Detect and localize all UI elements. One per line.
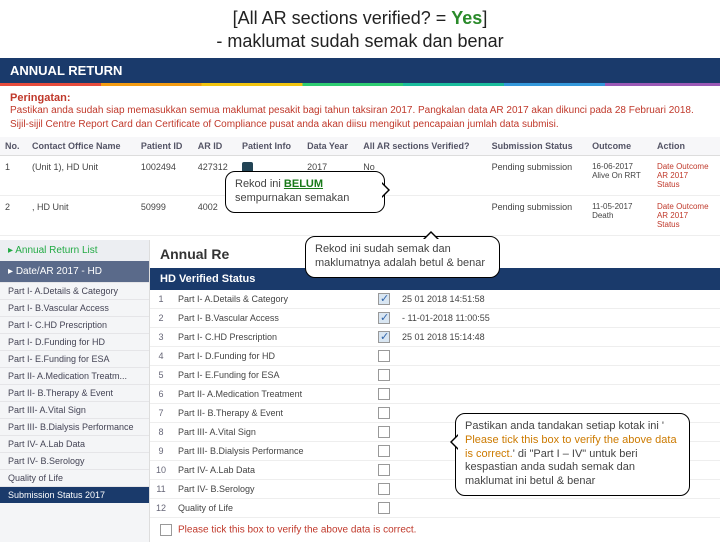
callout1-word: BELUM	[284, 178, 323, 190]
verify-row-checkbox[interactable]	[378, 483, 390, 495]
annual-return-header: ANNUAL RETURN	[0, 58, 720, 83]
callout3-p1: Pastikan anda tandakan setiap kotak ini …	[465, 420, 664, 432]
verif-row: 3Part I- C.HD Prescription25 01 2018 15:…	[150, 328, 720, 347]
verif-row: 6Part II- A.Medication Treatment	[150, 385, 720, 404]
link-date-outcome[interactable]: Date Outcome	[657, 162, 709, 171]
sidebar-item[interactable]: Quality of Life	[0, 469, 149, 486]
sidebar-item[interactable]: Part IV- A.Lab Data	[0, 435, 149, 452]
title-yes: Yes	[451, 8, 482, 28]
verify-row-checkbox[interactable]	[378, 369, 390, 381]
callout1-post: sempurnakan semakan	[235, 192, 349, 204]
side-head-1[interactable]: ▸ Annual Return List	[0, 240, 149, 261]
warning-title: Peringatan:	[10, 92, 710, 104]
col-header: Outcome	[587, 137, 652, 156]
warning-panel: Peringatan: Pastikan anda sudah siap mem…	[0, 86, 720, 137]
side-sub[interactable]: ▸ Date/AR 2017 - HD	[0, 261, 149, 282]
col-header: Data Year	[302, 137, 358, 156]
col-header: Patient Info	[237, 137, 302, 156]
col-header: AR ID	[193, 137, 237, 156]
col-header: Submission Status	[487, 137, 588, 156]
verify-row-checkbox[interactable]	[378, 331, 390, 343]
verif-row: 2Part I- B.Vascular Access- 11-01-2018 1…	[150, 309, 720, 328]
sidebar-item[interactable]: Part II- A.Medication Treatm...	[0, 367, 149, 384]
verify-row-checkbox[interactable]	[378, 388, 390, 400]
title-pre: [All AR sections verified? =	[233, 8, 452, 28]
content-area: Annual Re HD Verified Status 1Part I- A.…	[150, 240, 720, 542]
col-header: Action	[652, 137, 720, 156]
verify-row-checkbox[interactable]	[378, 426, 390, 438]
sidebar-item[interactable]: Part III- A.Vital Sign	[0, 401, 149, 418]
page-title: [All AR sections verified? = Yes]	[0, 0, 720, 31]
col-header: Patient ID	[136, 137, 193, 156]
verif-row: 4Part I- D.Funding for HD	[150, 347, 720, 366]
sidebar-item[interactable]: Part I- D.Funding for HD	[0, 333, 149, 350]
col-header: No.	[0, 137, 27, 156]
footer-text: Please tick this box to verify the above…	[178, 525, 416, 536]
col-header: All AR sections Verified?	[358, 137, 486, 156]
lower-panel: ▸ Annual Return List ▸ Date/AR 2017 - HD…	[0, 240, 720, 542]
callout-pastikan: Pastikan anda tandakan setiap kotak ini …	[455, 413, 690, 496]
sidebar: ▸ Annual Return List ▸ Date/AR 2017 - HD…	[0, 240, 150, 542]
callout-belum: Rekod ini BELUM sempurnakan semakan	[225, 171, 385, 213]
link-ar[interactable]: AR 2017	[657, 171, 688, 180]
callout-sudah: Rekod ini sudah semak dan maklumatnya ad…	[305, 236, 500, 278]
warning-text: Pastikan anda sudah siap memasukkan semu…	[10, 104, 710, 131]
verify-row-checkbox[interactable]	[378, 293, 390, 305]
link-date-outcome[interactable]: Date Outcome	[657, 202, 709, 211]
sidebar-item[interactable]: Part I- B.Vascular Access	[0, 299, 149, 316]
sidebar-item[interactable]: Part IV- B.Serology	[0, 452, 149, 469]
page-subtitle: - maklumat sudah semak dan benar	[0, 31, 720, 52]
sidebar-item[interactable]: Part I- A.Details & Category	[0, 282, 149, 299]
verif-row: 12Quality of Life	[150, 499, 720, 518]
sidebar-item[interactable]: Part I- C.HD Prescription	[0, 316, 149, 333]
sidebar-item[interactable]: Part II- B.Therapy & Event	[0, 384, 149, 401]
verify-row-checkbox[interactable]	[378, 464, 390, 476]
sidebar-item-submission[interactable]: Submission Status 2017	[0, 486, 149, 503]
verify-row-checkbox[interactable]	[378, 312, 390, 324]
sidebar-item[interactable]: Part III- B.Dialysis Performance	[0, 418, 149, 435]
verify-row-checkbox[interactable]	[378, 350, 390, 362]
col-header: Contact Office Name	[27, 137, 136, 156]
link-status[interactable]: Status	[657, 180, 680, 189]
verif-row: 1Part I- A.Details & Category25 01 2018 …	[150, 290, 720, 309]
title-post: ]	[482, 8, 487, 28]
link-ar[interactable]: AR 2017	[657, 211, 688, 220]
footer-verify: Please tick this box to verify the above…	[150, 518, 720, 542]
verif-row: 5Part I- E.Funding for ESA	[150, 366, 720, 385]
sidebar-item[interactable]: Part I- E.Funding for ESA	[0, 350, 149, 367]
verify-checkbox[interactable]	[160, 524, 172, 536]
callout1-pre: Rekod ini	[235, 178, 284, 190]
verify-row-checkbox[interactable]	[378, 502, 390, 514]
verify-row-checkbox[interactable]	[378, 407, 390, 419]
link-status[interactable]: Status	[657, 220, 680, 229]
verify-row-checkbox[interactable]	[378, 445, 390, 457]
